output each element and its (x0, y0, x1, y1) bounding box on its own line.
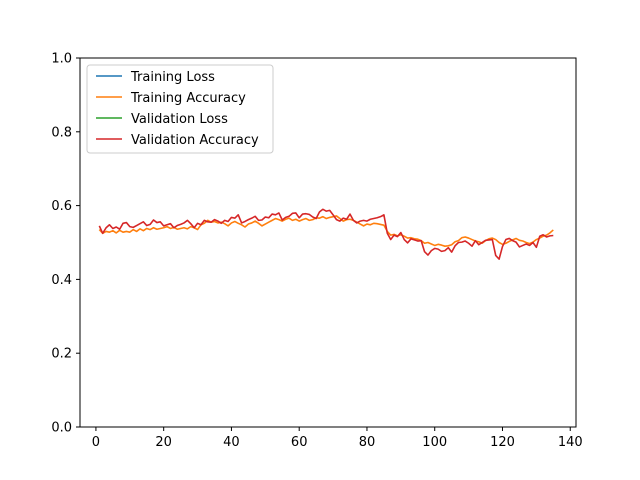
plot-frame (79, 57, 577, 428)
y-axis: 0.0 0.2 0.4 0.6 0.8 1.0 (51, 52, 80, 436)
x-tick-label: 0 (92, 435, 100, 450)
legend-box (86, 64, 274, 154)
x-tick-label: 20 (155, 435, 172, 450)
y-tick-label: 0.0 (51, 421, 72, 436)
x-tick-label: 100 (422, 435, 447, 450)
series-line-training-accuracy (98, 215, 554, 247)
legend: Training Loss Training Accuracy Validati… (86, 64, 274, 154)
legend-label-training-accuracy: Training Accuracy (130, 91, 246, 106)
legend-label-validation-accuracy: Validation Accuracy (131, 133, 259, 148)
x-tick-label: 40 (223, 435, 240, 450)
x-tick-label: 60 (291, 435, 308, 450)
series-layer (98, 208, 554, 260)
y-tick-label: 0.4 (51, 273, 72, 288)
y-tick-label: 0.8 (51, 125, 72, 140)
x-tick-label: 80 (359, 435, 376, 450)
x-axis: 0 20 40 60 80 100 120 140 (92, 427, 583, 450)
y-tick-label: 0.6 (51, 199, 72, 214)
legend-label-training-loss: Training Loss (130, 70, 215, 85)
y-tick-label: 1.0 (51, 52, 72, 67)
x-tick-label: 120 (490, 435, 515, 450)
y-tick-label: 0.2 (51, 347, 72, 362)
legend-label-validation-loss: Validation Loss (131, 112, 228, 127)
series-line-validation-accuracy (98, 208, 554, 260)
x-tick-label: 140 (558, 435, 583, 450)
